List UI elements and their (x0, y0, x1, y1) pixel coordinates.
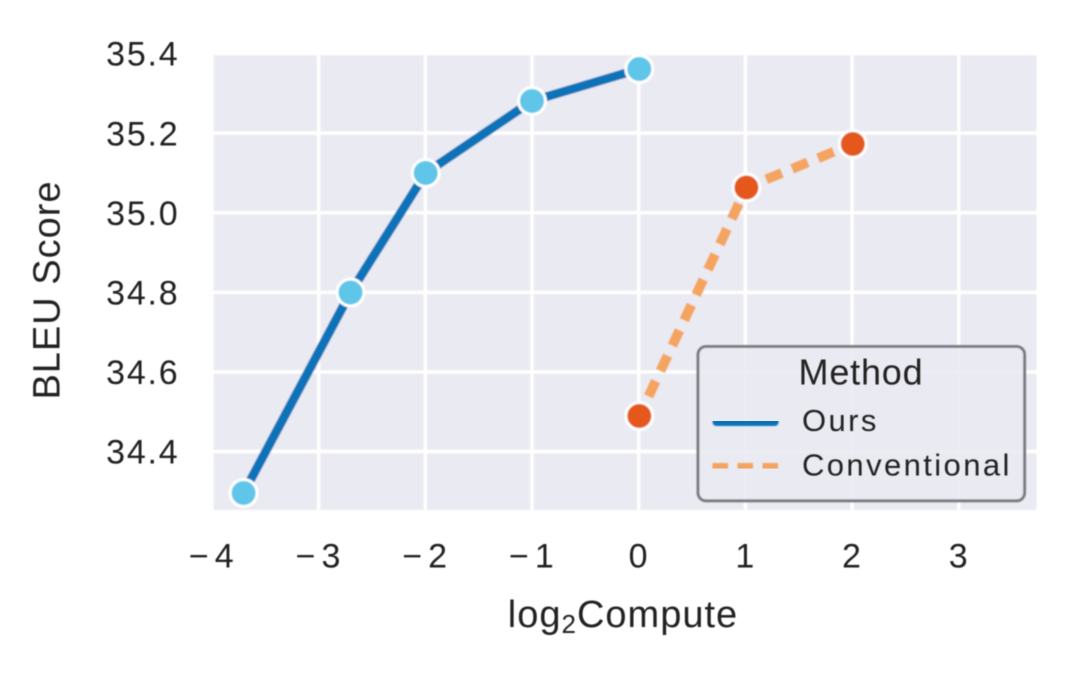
svg-text:34.8: 34.8 (106, 275, 179, 313)
svg-text:log2Compute: log2Compute (508, 594, 738, 639)
svg-text:−2: −2 (402, 538, 448, 576)
svg-text:34.4: 34.4 (106, 434, 179, 472)
svg-text:34.6: 34.6 (106, 354, 179, 392)
svg-text:3: 3 (949, 538, 969, 576)
svg-text:35.4: 35.4 (106, 36, 179, 74)
svg-text:0: 0 (629, 538, 649, 576)
svg-text:−1: −1 (509, 538, 555, 576)
svg-text:Method: Method (799, 352, 924, 393)
svg-text:−4: −4 (189, 538, 235, 576)
svg-text:35.0: 35.0 (106, 195, 179, 233)
svg-text:2: 2 (842, 538, 862, 576)
svg-text:35.2: 35.2 (106, 115, 179, 153)
svg-text:Conventional: Conventional (802, 448, 1012, 483)
svg-text:Ours: Ours (802, 403, 879, 438)
svg-text:−3: −3 (296, 538, 342, 576)
svg-text:1: 1 (735, 538, 755, 576)
svg-text:BLEU Score: BLEU Score (27, 180, 69, 399)
